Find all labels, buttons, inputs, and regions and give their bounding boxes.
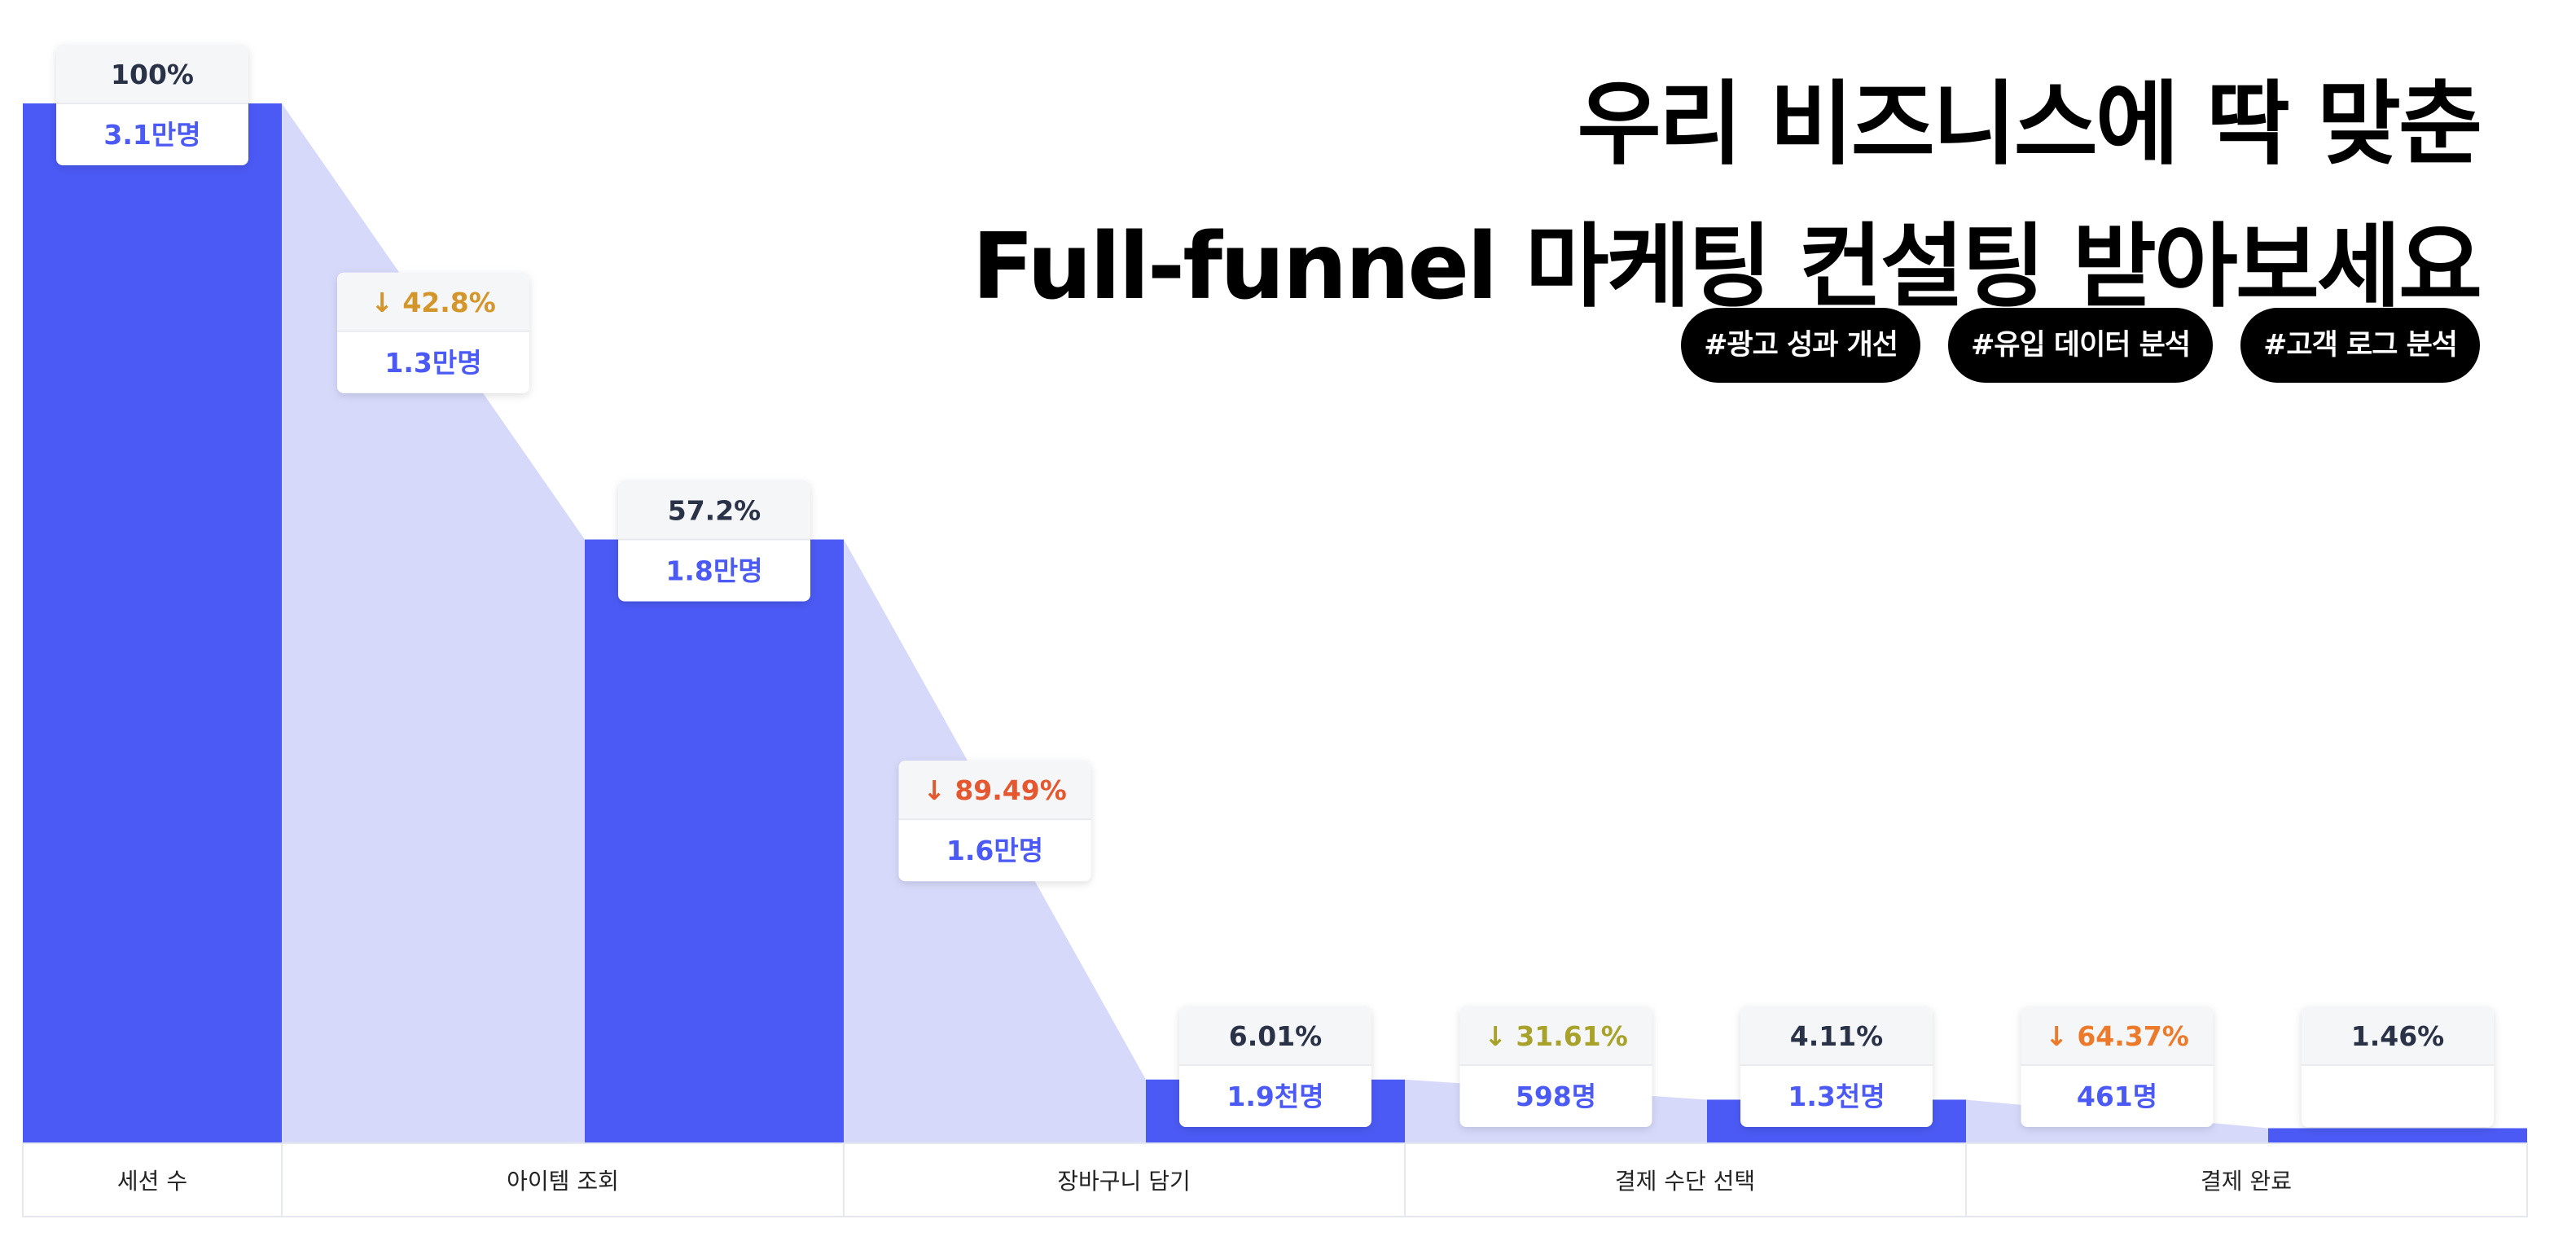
category-label: 결제 수단 선택 [1615, 1168, 1755, 1195]
bar-label-card: 100% 3.1만명 [56, 45, 248, 165]
bar-label-card: 6.01% 1.9천명 [1179, 1006, 1371, 1127]
bar-count-label: 1.9천명 [1227, 1081, 1323, 1112]
funnel-bar [2268, 1128, 2527, 1143]
bar-label-card: 57.2% 1.8만명 [618, 480, 810, 602]
tag-customer-log[interactable]: #고객 로그 분석 [2240, 308, 2480, 383]
tag-ad-performance[interactable]: #광고 성과 개선 [1681, 308, 1920, 383]
dropoff-label-card: ↓ 31.61% 598명 [1459, 1006, 1652, 1127]
label-card-top [2021, 1006, 2214, 1065]
category-label: 결제 완료 [2201, 1168, 2292, 1195]
label-card-top [2302, 1006, 2494, 1065]
tag-inflow-analysis[interactable]: #유입 데이터 분석 [1947, 308, 2214, 383]
label-card-top-fill [618, 533, 810, 540]
label-card-top-fill [1740, 1059, 1933, 1065]
headline-line-1: 우리 비즈니스에 딱 맞춘 [1577, 72, 2482, 178]
bar-rate-label: 1.46% [2351, 1020, 2445, 1052]
label-card-top [337, 272, 529, 331]
category-label: 아이템 조회 [507, 1168, 619, 1195]
label-card-top-fill [2302, 1059, 2494, 1065]
dropoff-count-label: 1.3만명 [384, 347, 481, 379]
headline: 우리 비즈니스에 딱 맞춘 Full-funnel 마케팅 컨설팅 받아보세요 [972, 54, 2482, 338]
hashtag-list: #광고 성과 개선 #유입 데이터 분석 #고객 로그 분석 [1681, 308, 2480, 383]
label-card-top [1179, 1006, 1371, 1065]
dropoff-count-label: 461명 [2077, 1081, 2157, 1112]
category-label: 세션 수 [117, 1168, 187, 1195]
label-card-top [1740, 1006, 1933, 1065]
bar-rate-label: 57.2% [668, 495, 761, 527]
bar-count-label: 1.3천명 [1788, 1081, 1885, 1112]
dropoff-rate-label: ↓ 89.49% [923, 774, 1067, 806]
label-card-top-fill [337, 324, 529, 331]
dropoff-rate-label: ↓ 42.8% [371, 287, 496, 318]
label-card-top [898, 761, 1091, 820]
dropoff-count-label: 598명 [1516, 1081, 1596, 1112]
bar-label-card: 1.46% [2302, 1006, 2494, 1127]
dropoff-count-label: 1.6만명 [946, 835, 1043, 866]
bar-count-label: 1.8만명 [665, 555, 762, 587]
bar-rate-label: 6.01% [1229, 1020, 1323, 1052]
label-card-top-fill [1179, 1059, 1371, 1065]
headline-line-2: Full-funnel 마케팅 컨설팅 받아보세요 [972, 213, 2482, 320]
bar-label-card: 4.11% 1.3천명 [1740, 1006, 1933, 1127]
label-card-top-fill [898, 813, 1091, 820]
category-label: 장바구니 담기 [1057, 1168, 1190, 1195]
label-card-top [1459, 1006, 1652, 1065]
dropoff-area [282, 103, 585, 1143]
bar-rate-label: 4.11% [1790, 1020, 1884, 1052]
funnel-bar [23, 103, 282, 1143]
label-card-top-fill [2021, 1059, 2214, 1065]
label-card-top-fill [1459, 1059, 1652, 1065]
dropoff-label-card: ↓ 64.37% 461명 [2021, 1006, 2214, 1127]
dropoff-rate-label: ↓ 64.37% [2045, 1020, 2189, 1052]
dropoff-rate-label: ↓ 31.61% [1484, 1020, 1628, 1052]
bar-count-label: 3.1만명 [103, 119, 200, 151]
dropoff-label-card: ↓ 42.8% 1.3만명 [337, 272, 529, 393]
bar-rate-label: 100% [111, 59, 194, 90]
label-card-top [618, 480, 810, 540]
funnel-bar [585, 539, 844, 1143]
category-axis [22, 1142, 2528, 1217]
label-card-top [56, 45, 248, 103]
dropoff-label-card: ↓ 89.49% 1.6만명 [898, 761, 1091, 882]
label-card-top-fill [56, 97, 248, 103]
